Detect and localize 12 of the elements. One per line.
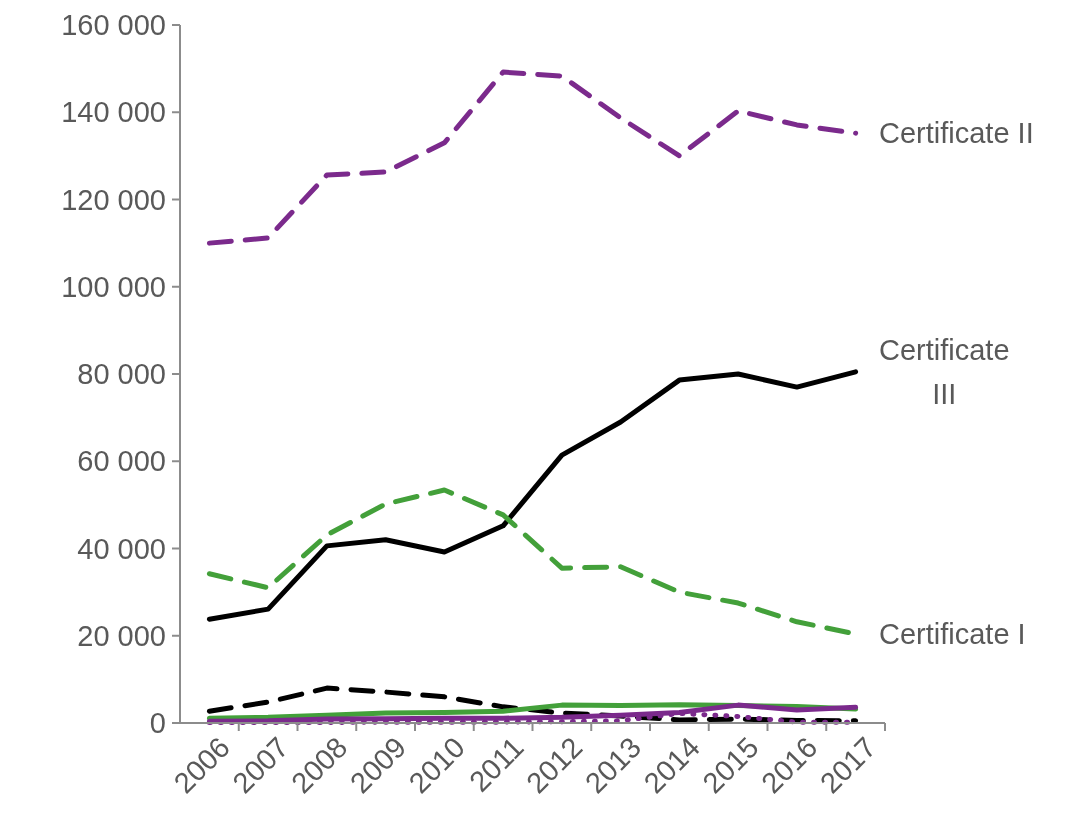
y-tick-label: 60 000 [77,445,166,478]
y-tick-label: 140 000 [61,96,166,129]
y-tick-label: 0 [149,707,166,740]
y-tick-label: 80 000 [77,358,166,391]
y-tick-label: 40 000 [77,532,166,565]
series-label: Certificate I [879,618,1026,651]
y-tick-label: 120 000 [61,183,166,216]
series-label: Certificate II [879,117,1034,150]
y-tick-label: 160 000 [61,9,166,42]
series-label: Certificate III [879,334,1010,410]
y-tick-label: 100 000 [61,270,166,303]
y-tick-label: 20 000 [77,619,166,652]
